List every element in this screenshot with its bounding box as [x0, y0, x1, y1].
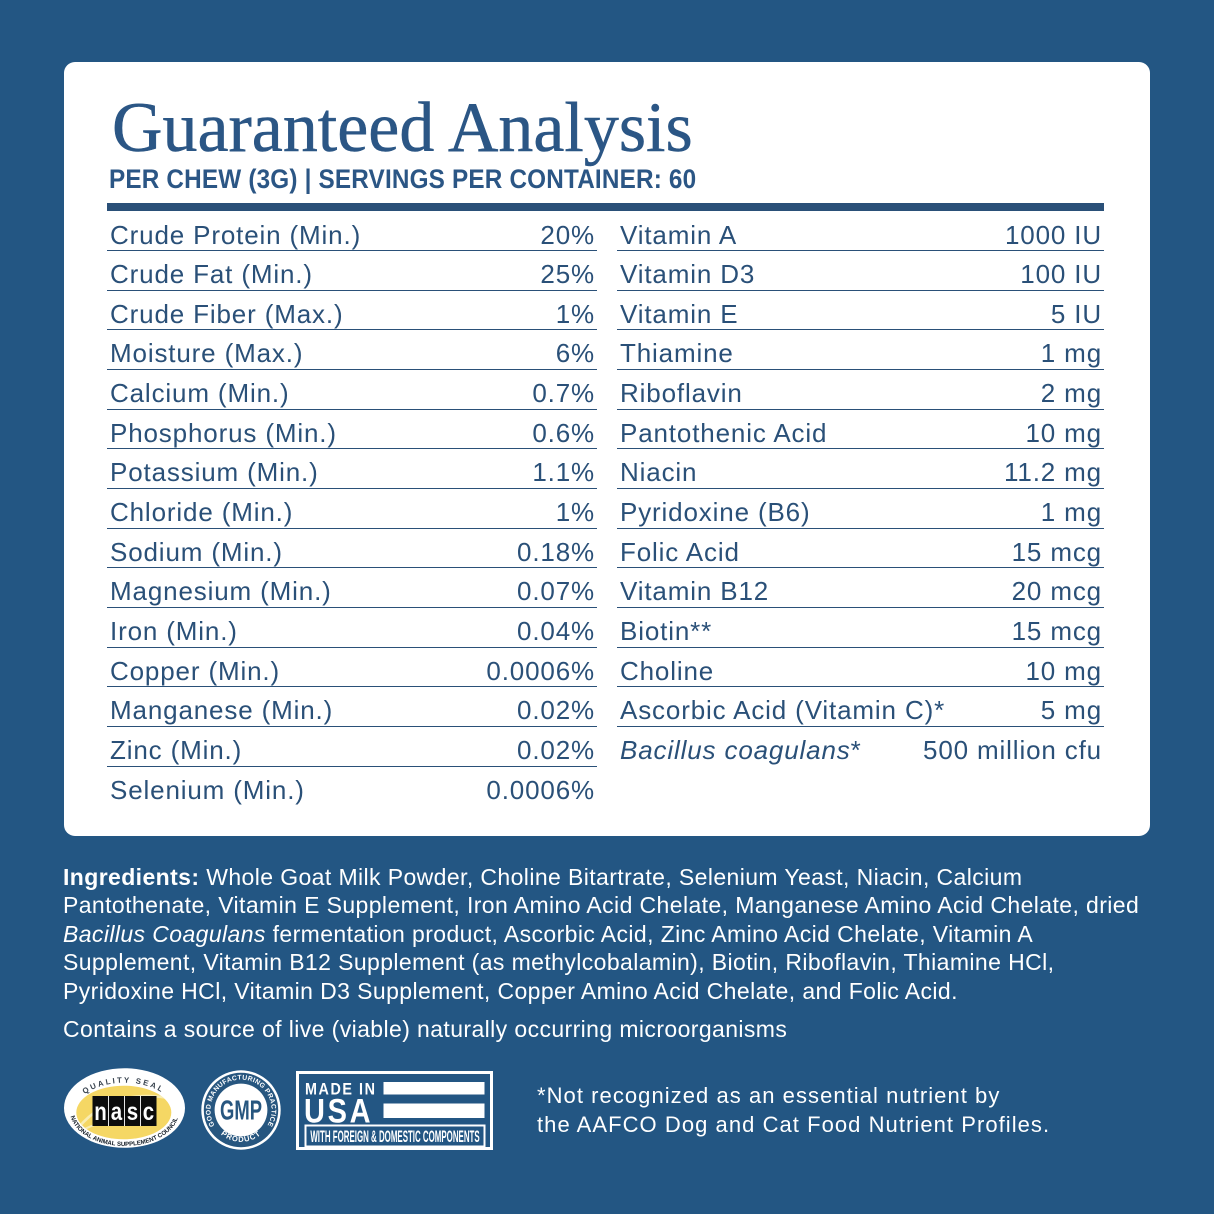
svg-text:c: c [142, 1097, 154, 1125]
svg-text:GMP: GMP [220, 1095, 262, 1126]
svg-text:WITH FOREIGN & DOMESTIC COMPON: WITH FOREIGN & DOMESTIC COMPONENTS [310, 1127, 480, 1146]
svg-text:a: a [110, 1097, 122, 1125]
svg-text:USA: USA [304, 1091, 373, 1130]
svg-text:MADE IN: MADE IN [305, 1080, 377, 1098]
svg-text:n: n [94, 1097, 107, 1125]
svg-text:s: s [126, 1097, 137, 1125]
